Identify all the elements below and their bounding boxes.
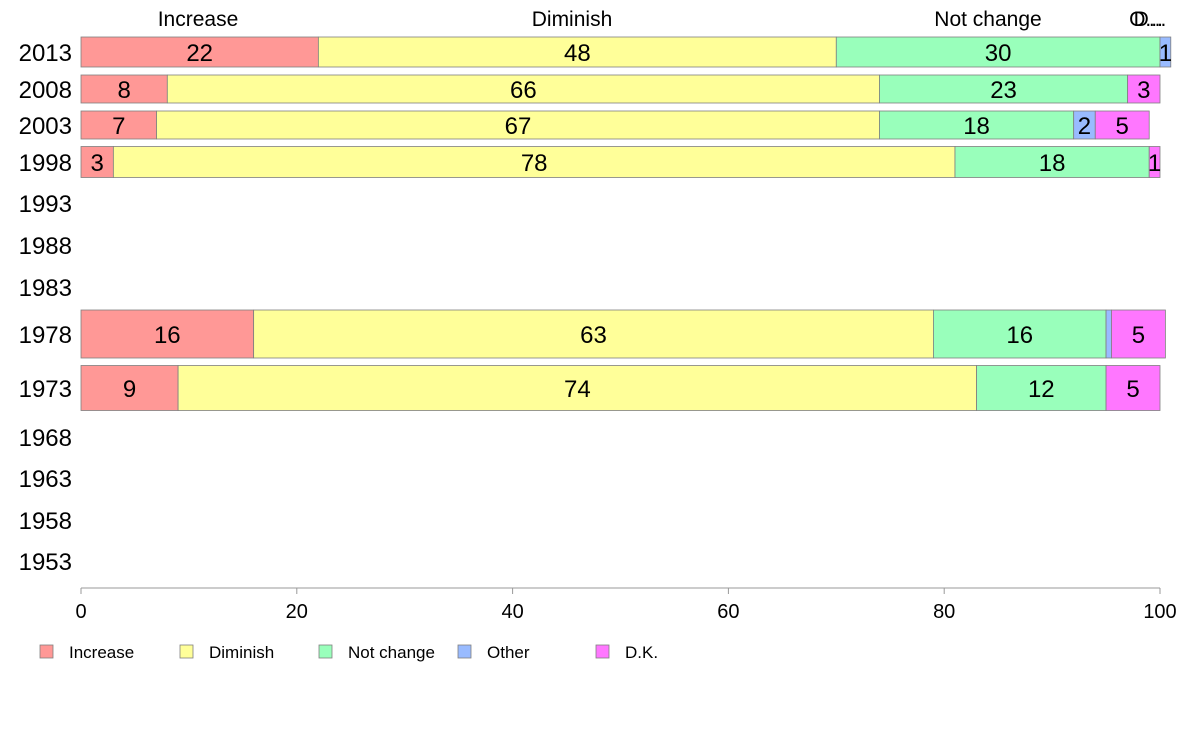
data-label: 1 (1148, 150, 1161, 177)
bar-segment (1094, 110, 1150, 140)
bar-segment (1127, 74, 1161, 104)
data-label: 7 (112, 113, 125, 140)
data-label: 1 (1159, 40, 1172, 67)
bar-segment (80, 74, 168, 104)
bar-segment (166, 74, 880, 104)
data-label: 5 (1132, 322, 1145, 349)
bar-segment (1159, 36, 1172, 68)
data-label: 3 (1137, 77, 1150, 104)
legend-label: Diminish (209, 643, 274, 662)
bar-segment (1111, 309, 1166, 359)
year-label: 2003 (19, 113, 72, 140)
data-label: 8 (117, 77, 130, 104)
bar-segment (1105, 309, 1112, 359)
data-label: 30 (985, 40, 1012, 67)
x-tick-label: 20 (286, 601, 308, 623)
data-label: 22 (186, 40, 213, 67)
year-label: 2008 (19, 77, 72, 104)
data-label: 16 (154, 322, 181, 349)
data-label: 74 (564, 376, 591, 403)
bar-segment (80, 110, 157, 140)
bar-segment (954, 146, 1150, 178)
legend-label: D.K. (625, 643, 658, 662)
bar-segment (112, 146, 956, 178)
year-label: 1953 (19, 549, 72, 576)
bar-segment (80, 365, 179, 411)
bar-segment (317, 36, 837, 68)
data-label: 78 (521, 150, 548, 177)
data-label: 9 (123, 376, 136, 403)
year-label: 2013 (19, 40, 72, 67)
series-top-label: Not change (934, 8, 1041, 31)
data-label: 3 (91, 150, 104, 177)
series-top-label: O... (1129, 8, 1163, 31)
legend-label: Increase (69, 643, 134, 662)
data-label: 5 (1126, 376, 1139, 403)
series-top-label: Increase (158, 8, 239, 31)
year-label: 1988 (19, 233, 72, 260)
year-label: 1983 (19, 275, 72, 302)
data-label: 66 (510, 77, 537, 104)
legend-swatch (595, 644, 610, 659)
data-label: 63 (580, 322, 607, 349)
legend-label: Other (487, 643, 530, 662)
x-tick-label: 0 (75, 601, 86, 623)
year-label: 1973 (19, 376, 72, 403)
series-top-label: D... (1134, 8, 1167, 31)
year-label: 1998 (19, 150, 72, 177)
legend-label: Not change (348, 643, 435, 662)
x-tick-label: 80 (933, 601, 955, 623)
bar-segment (80, 309, 255, 359)
bar-segment (976, 365, 1107, 411)
legend-swatch (457, 644, 472, 659)
data-label: 67 (505, 113, 532, 140)
data-label: 16 (1006, 322, 1033, 349)
year-label: 1978 (19, 322, 72, 349)
year-label: 1958 (19, 508, 72, 535)
x-tick-label: 60 (717, 601, 739, 623)
bar-segment (1105, 365, 1161, 411)
bar-segment (933, 309, 1107, 359)
bar-segment (1148, 146, 1161, 178)
year-label: 1963 (19, 466, 72, 493)
legend-swatch (39, 644, 54, 659)
data-label: 12 (1028, 376, 1055, 403)
data-label: 23 (990, 77, 1017, 104)
legend-swatch (179, 644, 194, 659)
legend-swatch (318, 644, 333, 659)
year-label: 1993 (19, 191, 72, 218)
bar-segment (879, 74, 1129, 104)
data-label: 18 (1039, 150, 1066, 177)
x-tick-label: 40 (501, 601, 523, 623)
bar-segment (177, 365, 977, 411)
year-label: 1968 (19, 425, 72, 452)
data-label: 18 (963, 113, 990, 140)
data-label: 5 (1116, 113, 1129, 140)
bar-segment (253, 309, 934, 359)
data-label: 2 (1078, 113, 1091, 140)
data-label: 48 (564, 40, 591, 67)
x-tick-label: 100 (1143, 601, 1176, 623)
bar-segment (156, 110, 880, 140)
series-top-label: Diminish (532, 8, 613, 31)
